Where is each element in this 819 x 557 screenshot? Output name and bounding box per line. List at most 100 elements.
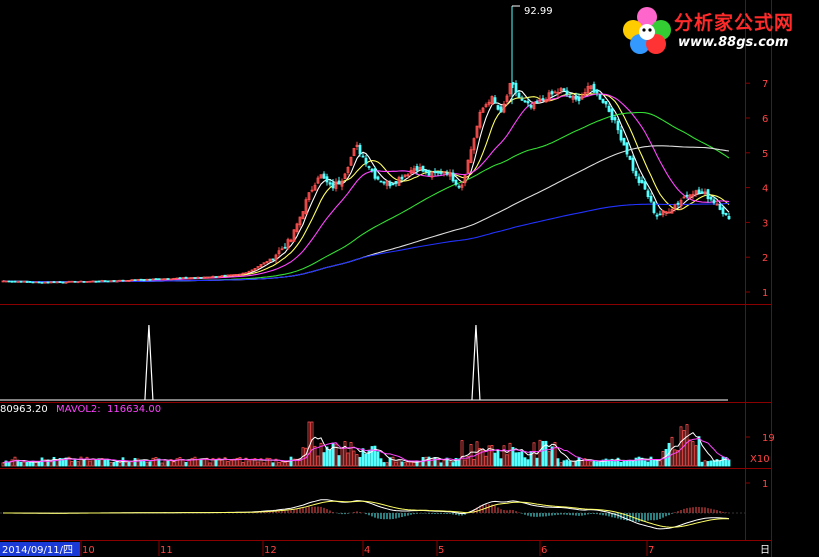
candle-body — [487, 101, 491, 105]
mavol2-value: 116634.00 — [107, 404, 161, 415]
candle-body — [433, 170, 437, 174]
volume-bar — [127, 461, 131, 467]
candle-body — [379, 180, 383, 183]
volume-bar — [184, 461, 188, 467]
volume-bar — [562, 460, 566, 467]
volume-tick-label: 19 — [762, 433, 775, 444]
candle-body — [88, 280, 92, 283]
volume-bar — [67, 456, 71, 467]
volume-bar — [145, 461, 149, 467]
candle-body — [385, 180, 389, 186]
signal-panel — [0, 324, 728, 401]
volume-bar — [238, 457, 242, 467]
volume-bar — [673, 449, 677, 467]
volume-bar — [169, 459, 173, 467]
price-tick-label: 2 — [762, 253, 768, 264]
candle-body — [658, 213, 662, 216]
volume-bar — [559, 462, 563, 467]
logo-title: 分析家公式网 — [674, 12, 795, 34]
candle-body — [421, 165, 425, 172]
candle-body — [76, 281, 80, 284]
candle-body — [502, 103, 506, 113]
candle-body — [49, 281, 53, 284]
candle-body — [160, 278, 164, 281]
candle-body — [382, 181, 386, 184]
candle-body — [556, 91, 560, 95]
candle-body — [127, 280, 131, 283]
volume-bar — [715, 459, 719, 467]
volume-bar — [355, 454, 359, 467]
volume-bar — [256, 461, 260, 467]
volume-bar — [457, 458, 461, 467]
volume-bar — [655, 460, 659, 467]
volume-bar — [439, 462, 443, 467]
candle-body — [622, 137, 626, 146]
volume-bar — [226, 461, 230, 467]
candle-body — [340, 180, 344, 187]
month-label: 6 — [541, 545, 547, 556]
volume-bar — [667, 442, 671, 467]
signal-spike — [144, 324, 154, 401]
mavol2-label: MAVOL2: — [56, 404, 101, 415]
candle-body — [295, 223, 299, 232]
volume-bar — [193, 456, 197, 467]
volume-bar — [40, 457, 44, 467]
candle-body — [343, 173, 347, 180]
price-tick-label: 4 — [762, 184, 768, 195]
candle-body — [121, 279, 125, 282]
volume-bar — [358, 456, 362, 467]
candle-body — [274, 254, 278, 261]
candle-body — [67, 280, 71, 283]
volume-bar — [217, 457, 221, 467]
candle-body — [304, 199, 308, 215]
peak-price-label: 92.99 — [524, 6, 553, 17]
volume-bar — [253, 458, 257, 467]
candle-body — [217, 275, 221, 278]
candle-body — [7, 280, 11, 283]
volume-bar — [385, 462, 389, 467]
candle-body — [52, 281, 56, 284]
candle-body — [388, 181, 392, 187]
candle-body — [604, 101, 608, 105]
volume-bar — [214, 460, 218, 467]
candle-body — [661, 210, 665, 216]
candle-body — [571, 95, 575, 100]
candle-body — [301, 211, 305, 220]
volume-bar — [520, 451, 524, 467]
candle-body — [244, 272, 248, 275]
candle-body — [124, 280, 128, 282]
volume-bar — [289, 456, 293, 467]
candle-body — [238, 273, 242, 276]
volume-bar — [325, 446, 329, 467]
candle-body — [403, 174, 407, 178]
candle-body — [163, 278, 167, 281]
volume-bar — [94, 459, 98, 467]
volume-bar — [394, 461, 398, 467]
candle-body — [439, 171, 443, 174]
volume-bar — [244, 457, 248, 467]
candle-body — [577, 96, 581, 102]
volume-bar — [508, 442, 512, 467]
volume-bar — [472, 458, 476, 467]
volume-bar — [271, 462, 275, 467]
volume-bar — [118, 462, 122, 467]
candle-body — [691, 193, 695, 197]
candle-body — [199, 277, 203, 279]
volume-bar — [151, 457, 155, 467]
candle-body — [241, 272, 245, 275]
volume-bar — [379, 458, 383, 467]
candle-body — [256, 266, 260, 269]
month-label: 4 — [364, 545, 370, 556]
volume-bar — [34, 462, 38, 467]
volume-bar — [640, 457, 644, 467]
volume-bar — [208, 462, 212, 467]
candle-body — [595, 89, 599, 93]
volume-bar — [133, 457, 137, 467]
candle-body — [445, 172, 449, 175]
volume-bar — [58, 458, 62, 467]
candle-body — [415, 166, 419, 171]
volume-bar — [73, 458, 77, 467]
volume-bar — [487, 445, 491, 467]
candle-body — [157, 278, 161, 281]
signal-spike — [471, 324, 481, 401]
